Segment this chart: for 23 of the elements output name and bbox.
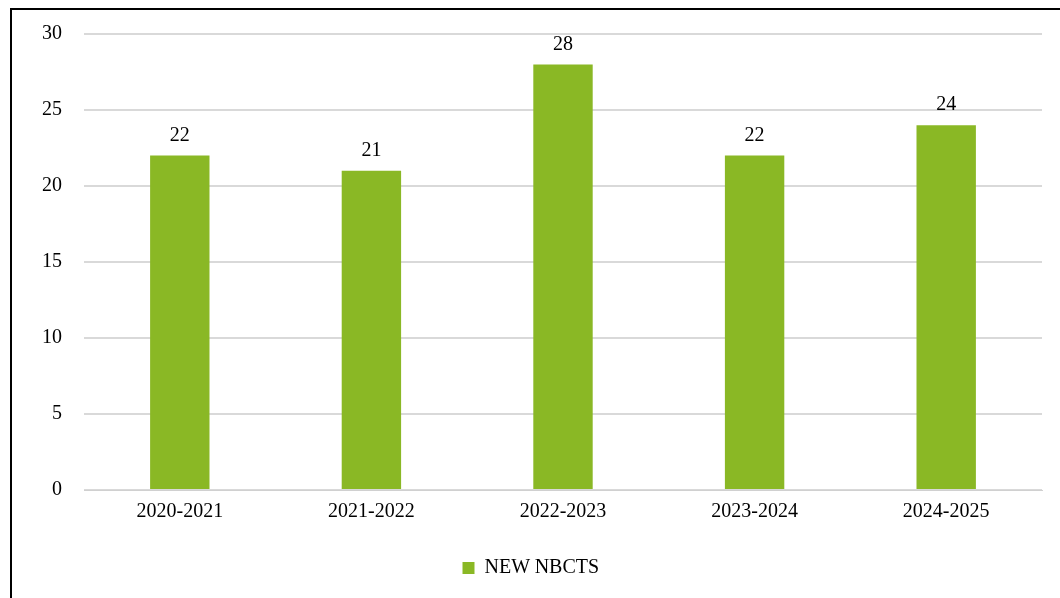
data-label: 21 [361, 138, 382, 161]
bar [916, 125, 976, 489]
y-tick-label: 0 [52, 477, 62, 500]
legend-label: NEW NBCTS [484, 555, 600, 578]
data-label: 24 [936, 92, 957, 115]
bar [533, 64, 593, 489]
data-label: 28 [553, 31, 573, 54]
y-tick-label: 25 [42, 97, 62, 120]
data-label: 22 [744, 122, 765, 145]
x-tick-label: 2023-2024 [711, 499, 798, 522]
y-tick-label: 15 [42, 249, 62, 272]
y-tick-label: 5 [52, 401, 62, 424]
bar [724, 155, 785, 489]
x-tick-label: 2021-2022 [328, 499, 415, 522]
x-tick-label: 2020-2021 [136, 499, 224, 522]
y-tick-label: 10 [42, 325, 62, 348]
y-tick-label: 30 [42, 21, 62, 44]
x-tick-label: 2022-2023 [519, 499, 607, 522]
y-tick-label: 20 [42, 173, 62, 196]
bar [150, 155, 210, 489]
x-tick-label: 2024-2025 [902, 499, 990, 522]
data-label: 22 [169, 122, 190, 145]
bar [341, 170, 402, 489]
